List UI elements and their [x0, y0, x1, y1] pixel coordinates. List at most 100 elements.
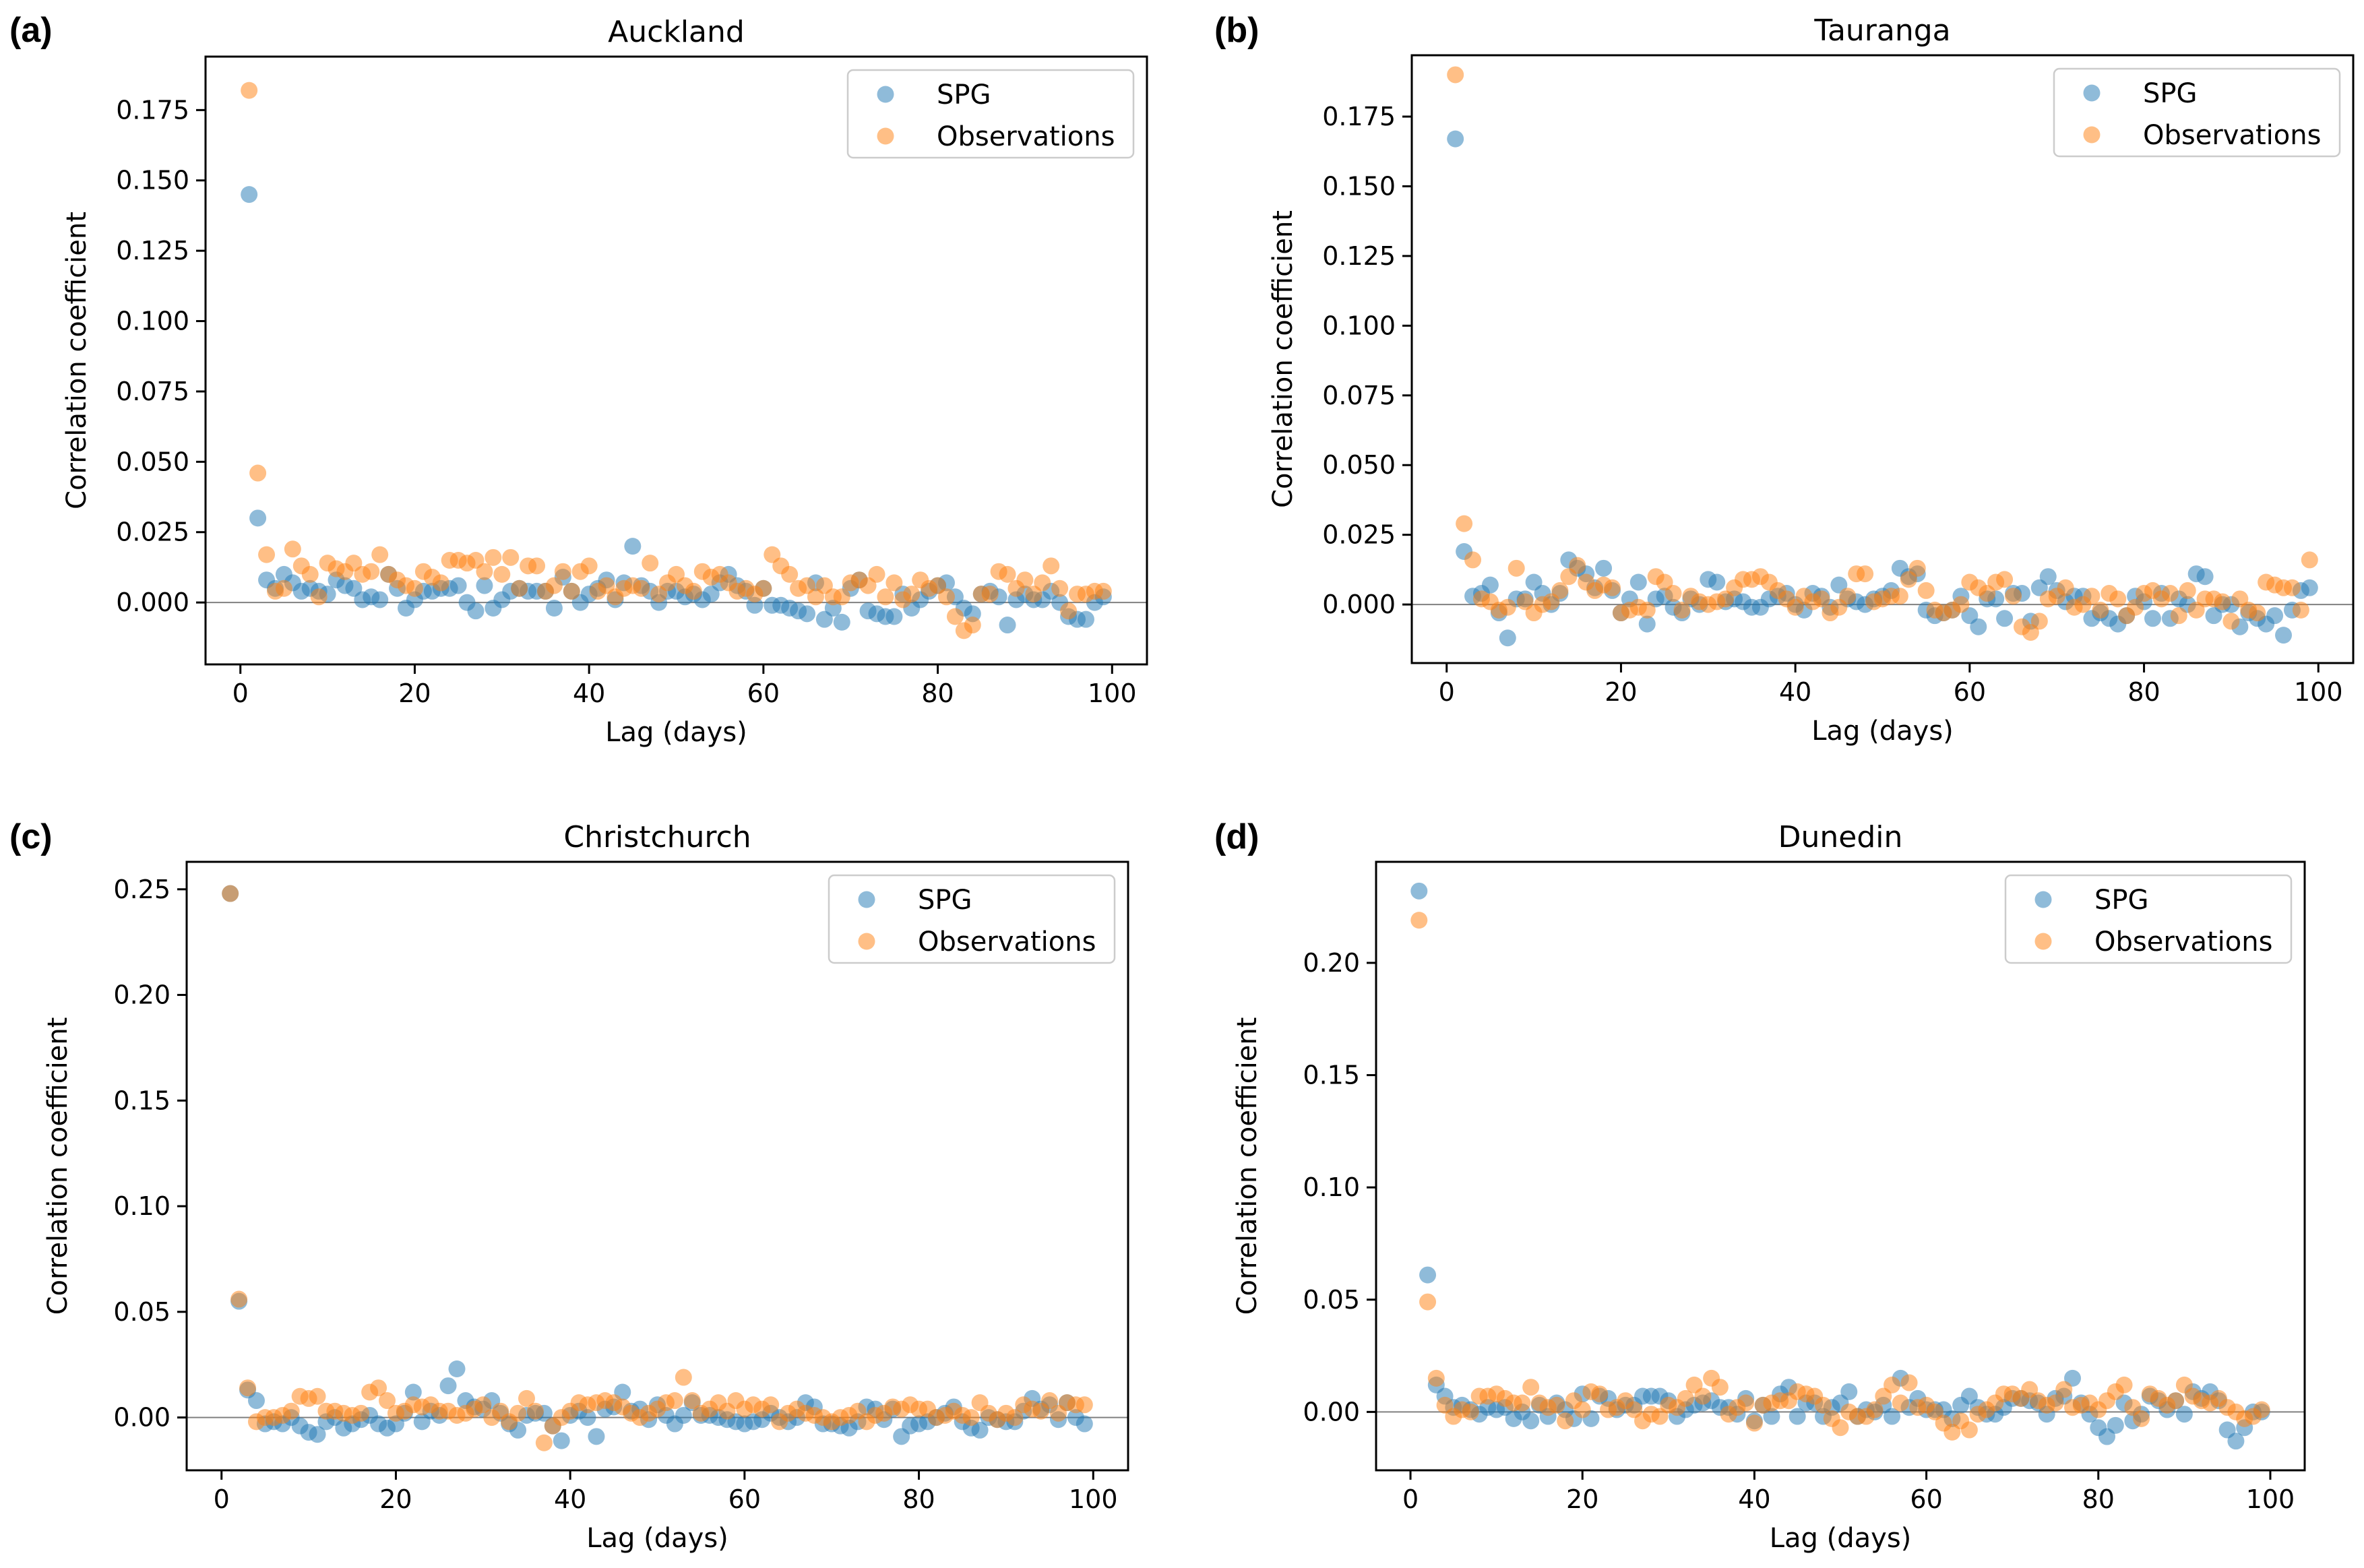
- observations-point: [666, 1392, 683, 1410]
- observations-point: [937, 588, 955, 606]
- x-axis-label: Lag (days): [1811, 716, 1954, 747]
- observations-point: [1638, 601, 1656, 619]
- y-tick-label: 0.10: [1303, 1172, 1360, 1202]
- observations-point: [2161, 585, 2179, 602]
- y-tick-label: 0.025: [116, 518, 189, 547]
- observations-point: [2092, 601, 2109, 619]
- spg-point: [2227, 1433, 2245, 1450]
- observations-point: [1548, 1396, 1565, 1414]
- spg-point: [1788, 1408, 1806, 1425]
- observations-point: [1996, 571, 2014, 588]
- observations-point: [363, 563, 380, 580]
- spg-point: [2196, 568, 2214, 586]
- observations-point: [518, 1389, 535, 1407]
- y-tick-label: 0.000: [116, 588, 189, 617]
- legend-observations-marker: [877, 127, 894, 145]
- observations-point: [1892, 1394, 1909, 1412]
- observations-point: [1917, 582, 1935, 599]
- observations-point: [1507, 559, 1525, 577]
- spg-point: [2039, 568, 2057, 586]
- legend: SPG Observations: [828, 874, 1116, 964]
- observations-point: [554, 563, 571, 580]
- y-tick-label: 0.000: [1322, 590, 1396, 619]
- x-tick-label: 20: [1605, 677, 1637, 707]
- observations-point: [1891, 588, 1908, 605]
- legend-observations-marker: [2083, 126, 2101, 144]
- spg-point: [1884, 1408, 1901, 1425]
- observations-point: [1006, 1409, 1024, 1426]
- spg-point: [1077, 610, 1094, 628]
- x-tick-label: 60: [1954, 677, 1986, 707]
- chart-title: Christchurch: [563, 820, 751, 854]
- spg-point: [1840, 1383, 1858, 1400]
- spg-point: [1708, 573, 1726, 591]
- observations-point: [2083, 588, 2101, 605]
- plot-frame: [1375, 860, 2306, 1472]
- observations-point: [1814, 1396, 1832, 1414]
- y-tick-label: 0.00: [1303, 1397, 1360, 1426]
- observations-point: [885, 574, 903, 592]
- observations-point: [1076, 1396, 1093, 1414]
- chart-title: Auckland: [608, 15, 745, 49]
- observations-point: [1745, 1414, 1763, 1432]
- observations-point: [1694, 1387, 1712, 1405]
- spg-point: [579, 1409, 596, 1426]
- spg-point: [833, 613, 850, 631]
- observations-point: [535, 1434, 553, 1451]
- observations-point: [509, 1404, 527, 1422]
- legend-spg-marker: [877, 86, 894, 103]
- x-tick-label: 100: [1069, 1484, 1118, 1514]
- y-axis-label: Correlation coefficient: [42, 1017, 73, 1315]
- observations-point: [1673, 601, 1691, 619]
- x-tick-label: 60: [728, 1484, 761, 1514]
- panel-label: (d): [1214, 817, 1259, 856]
- observations-point: [2179, 582, 2196, 599]
- legend-spg-marker: [2083, 84, 2101, 102]
- data-points: [222, 885, 1093, 1451]
- x-tick-label: 40: [573, 679, 605, 708]
- legend-observations-label: Observations: [937, 121, 1115, 152]
- spg-point: [2107, 1416, 2124, 1434]
- observations-point: [301, 565, 319, 583]
- observations-point: [1419, 1293, 1437, 1311]
- observations-point: [1574, 1401, 1591, 1418]
- spg-point: [249, 509, 267, 527]
- plot-frame: [1410, 54, 2355, 664]
- y-tick-label: 0.100: [116, 307, 189, 336]
- data-points: [1447, 66, 2318, 647]
- spg-point: [1629, 573, 1647, 591]
- observations-point: [493, 565, 511, 583]
- x-tick-label: 0: [214, 1484, 230, 1514]
- observations-point: [432, 574, 449, 592]
- observations-point: [1051, 579, 1069, 597]
- observations-point: [1839, 588, 1857, 605]
- y-tick-label: 0.05: [1303, 1285, 1360, 1315]
- spg-point: [439, 1377, 457, 1395]
- observations-point: [981, 586, 999, 603]
- legend-spg-label: SPG: [937, 80, 991, 111]
- data-points: [241, 82, 1112, 639]
- y-tick-label: 0.175: [1322, 102, 1396, 131]
- spg-point: [2175, 1406, 2193, 1423]
- legend-observations-label: Observations: [2143, 120, 2321, 151]
- spg-point: [999, 617, 1016, 634]
- observations-point: [239, 1379, 257, 1397]
- observations-point: [258, 546, 276, 563]
- y-tick-label: 0.25: [113, 875, 170, 904]
- observations-point: [2283, 579, 2301, 596]
- spg-point: [2301, 579, 2318, 596]
- observations-point: [642, 555, 659, 572]
- x-tick-label: 0: [1439, 677, 1455, 707]
- observations-point: [241, 82, 258, 99]
- y-tick-label: 0.125: [116, 236, 189, 265]
- spg-point: [2266, 607, 2284, 625]
- x-tick-label: 40: [554, 1484, 586, 1514]
- observations-point: [222, 885, 239, 902]
- spg-point: [971, 1421, 989, 1439]
- observations-point: [1908, 559, 1926, 577]
- spg-point: [1076, 1415, 1093, 1433]
- y-tick-label: 0.075: [1322, 381, 1396, 410]
- spg-point: [675, 1406, 692, 1424]
- x-tick-label: 20: [1566, 1484, 1598, 1514]
